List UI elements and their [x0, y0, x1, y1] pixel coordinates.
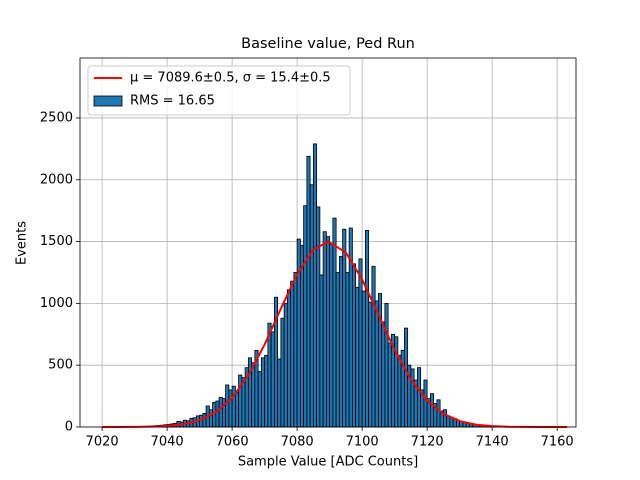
bar — [384, 302, 389, 428]
bar — [264, 354, 269, 428]
y-axis-label: Events — [15, 221, 30, 265]
bar — [361, 290, 366, 428]
x-tick-label: 7120 — [411, 435, 444, 450]
bar — [293, 272, 298, 428]
x-tick-label: 7020 — [86, 435, 119, 450]
bar — [319, 274, 324, 428]
y-tick-label: 2500 — [40, 110, 73, 125]
bar — [296, 238, 301, 428]
x-tick-label: 7040 — [151, 435, 184, 450]
grid — [80, 58, 576, 428]
bar — [345, 272, 350, 428]
bar — [270, 331, 275, 428]
legend: μ = 7089.6±0.5, σ = 15.4±0.5 RMS = 16.65 — [87, 65, 351, 116]
bar — [358, 258, 363, 428]
bar — [218, 396, 223, 428]
bar — [371, 265, 376, 428]
bar — [280, 317, 285, 428]
bar — [387, 342, 392, 428]
bar — [338, 256, 344, 428]
bar — [208, 409, 214, 428]
bar — [228, 389, 233, 428]
bar — [267, 322, 272, 428]
bar — [290, 280, 295, 428]
y-tick-label: 0 — [65, 420, 73, 435]
legend-swatch — [93, 95, 123, 107]
bar — [329, 243, 334, 428]
bar — [260, 357, 266, 428]
bar — [381, 321, 386, 428]
bar — [277, 358, 282, 428]
bar — [423, 379, 428, 428]
bar — [397, 354, 402, 428]
bar — [351, 263, 357, 428]
bar — [332, 217, 337, 428]
bar — [316, 206, 321, 428]
x-axis-label: Sample Value [ADC Counts] — [238, 455, 418, 470]
bar — [429, 393, 435, 428]
bar — [322, 231, 327, 428]
y-tick-label: 2000 — [40, 172, 73, 187]
legend-label: μ = 7089.6±0.5, σ = 15.4±0.5 — [130, 71, 331, 86]
y-tick-label: 1500 — [40, 234, 73, 249]
legend-frame — [87, 65, 351, 116]
bar — [410, 368, 415, 428]
legend-label: RMS = 16.65 — [130, 94, 215, 109]
bar — [306, 155, 311, 428]
x-tick-label: 7160 — [541, 435, 574, 450]
bar — [299, 244, 305, 428]
x-tick-label: 7140 — [476, 435, 509, 450]
bar — [303, 205, 308, 428]
bar — [442, 409, 448, 428]
bar — [342, 228, 347, 428]
bar — [368, 301, 373, 428]
bar — [335, 272, 340, 428]
plot-frame — [79, 57, 577, 428]
bar — [251, 362, 256, 428]
x-tick-label: 7100 — [346, 435, 379, 450]
bar — [286, 289, 292, 428]
bar — [312, 143, 318, 428]
bar — [234, 391, 240, 428]
bar — [257, 370, 262, 428]
bar — [225, 384, 230, 428]
bar — [403, 327, 409, 428]
bar — [283, 302, 288, 428]
bar — [374, 300, 379, 428]
bar — [215, 400, 220, 428]
x-tick-label: 7080 — [281, 435, 314, 450]
bar — [325, 236, 331, 428]
bar — [436, 399, 441, 428]
bar — [355, 286, 360, 428]
fit-line — [102, 240, 567, 428]
y-tick-label: 1000 — [40, 296, 73, 311]
bar — [364, 230, 370, 428]
bar — [309, 184, 314, 428]
y-tick-label: 500 — [48, 358, 73, 373]
bar — [238, 374, 243, 428]
bar — [202, 413, 207, 428]
bar — [199, 414, 204, 428]
chart-title: Baseline value, Ped Run — [241, 36, 415, 52]
x-tick-label: 7060 — [216, 435, 249, 450]
bar — [416, 367, 422, 428]
